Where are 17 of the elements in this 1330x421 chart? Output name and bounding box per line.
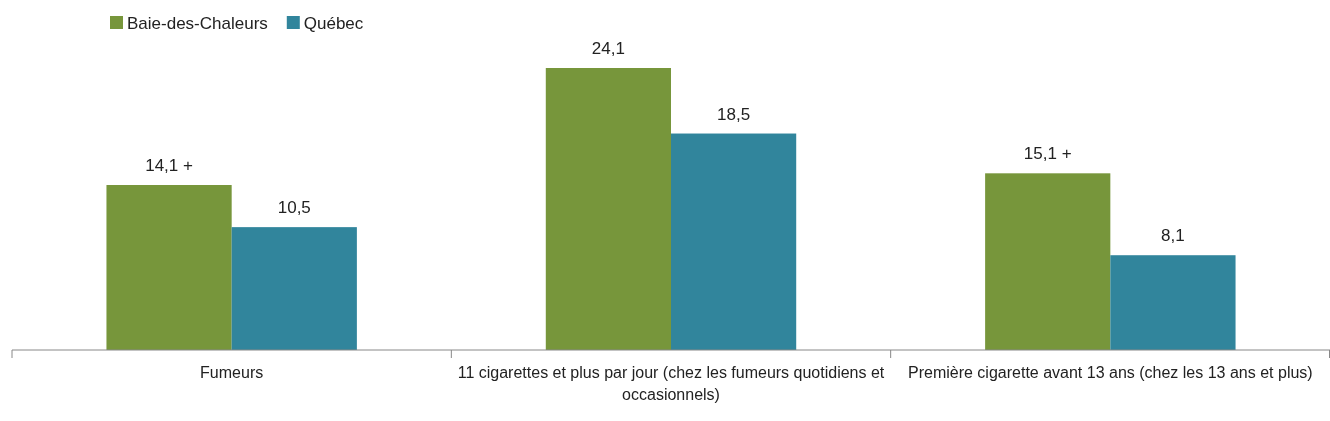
- bar: [671, 133, 797, 350]
- data-label: 8,1: [1161, 226, 1185, 246]
- bar: [545, 68, 671, 350]
- legend-label: Québec: [303, 14, 364, 33]
- x-tick-label: Première cigarette avant 13 ans (chez les 13 ans et plus): [908, 364, 1313, 381]
- data-label: 18,5: [717, 104, 751, 124]
- bar: [1110, 255, 1236, 350]
- data-label: 14,1 +: [145, 156, 193, 176]
- legend-label: Baie-des-Chaleurs: [127, 14, 268, 33]
- x-tick-label: Fumeurs: [200, 364, 264, 381]
- data-label: 15,1 +: [1023, 144, 1072, 164]
- bar: [985, 173, 1111, 350]
- bar: [231, 227, 357, 350]
- bar: [106, 185, 232, 350]
- x-tick-label: 11 cigarettes et plus par jour (chez les fumeurs quotidiens et occasionnels): [457, 364, 885, 403]
- data-label: 24,1: [591, 39, 625, 58]
- data-label: 10,5: [277, 198, 311, 218]
